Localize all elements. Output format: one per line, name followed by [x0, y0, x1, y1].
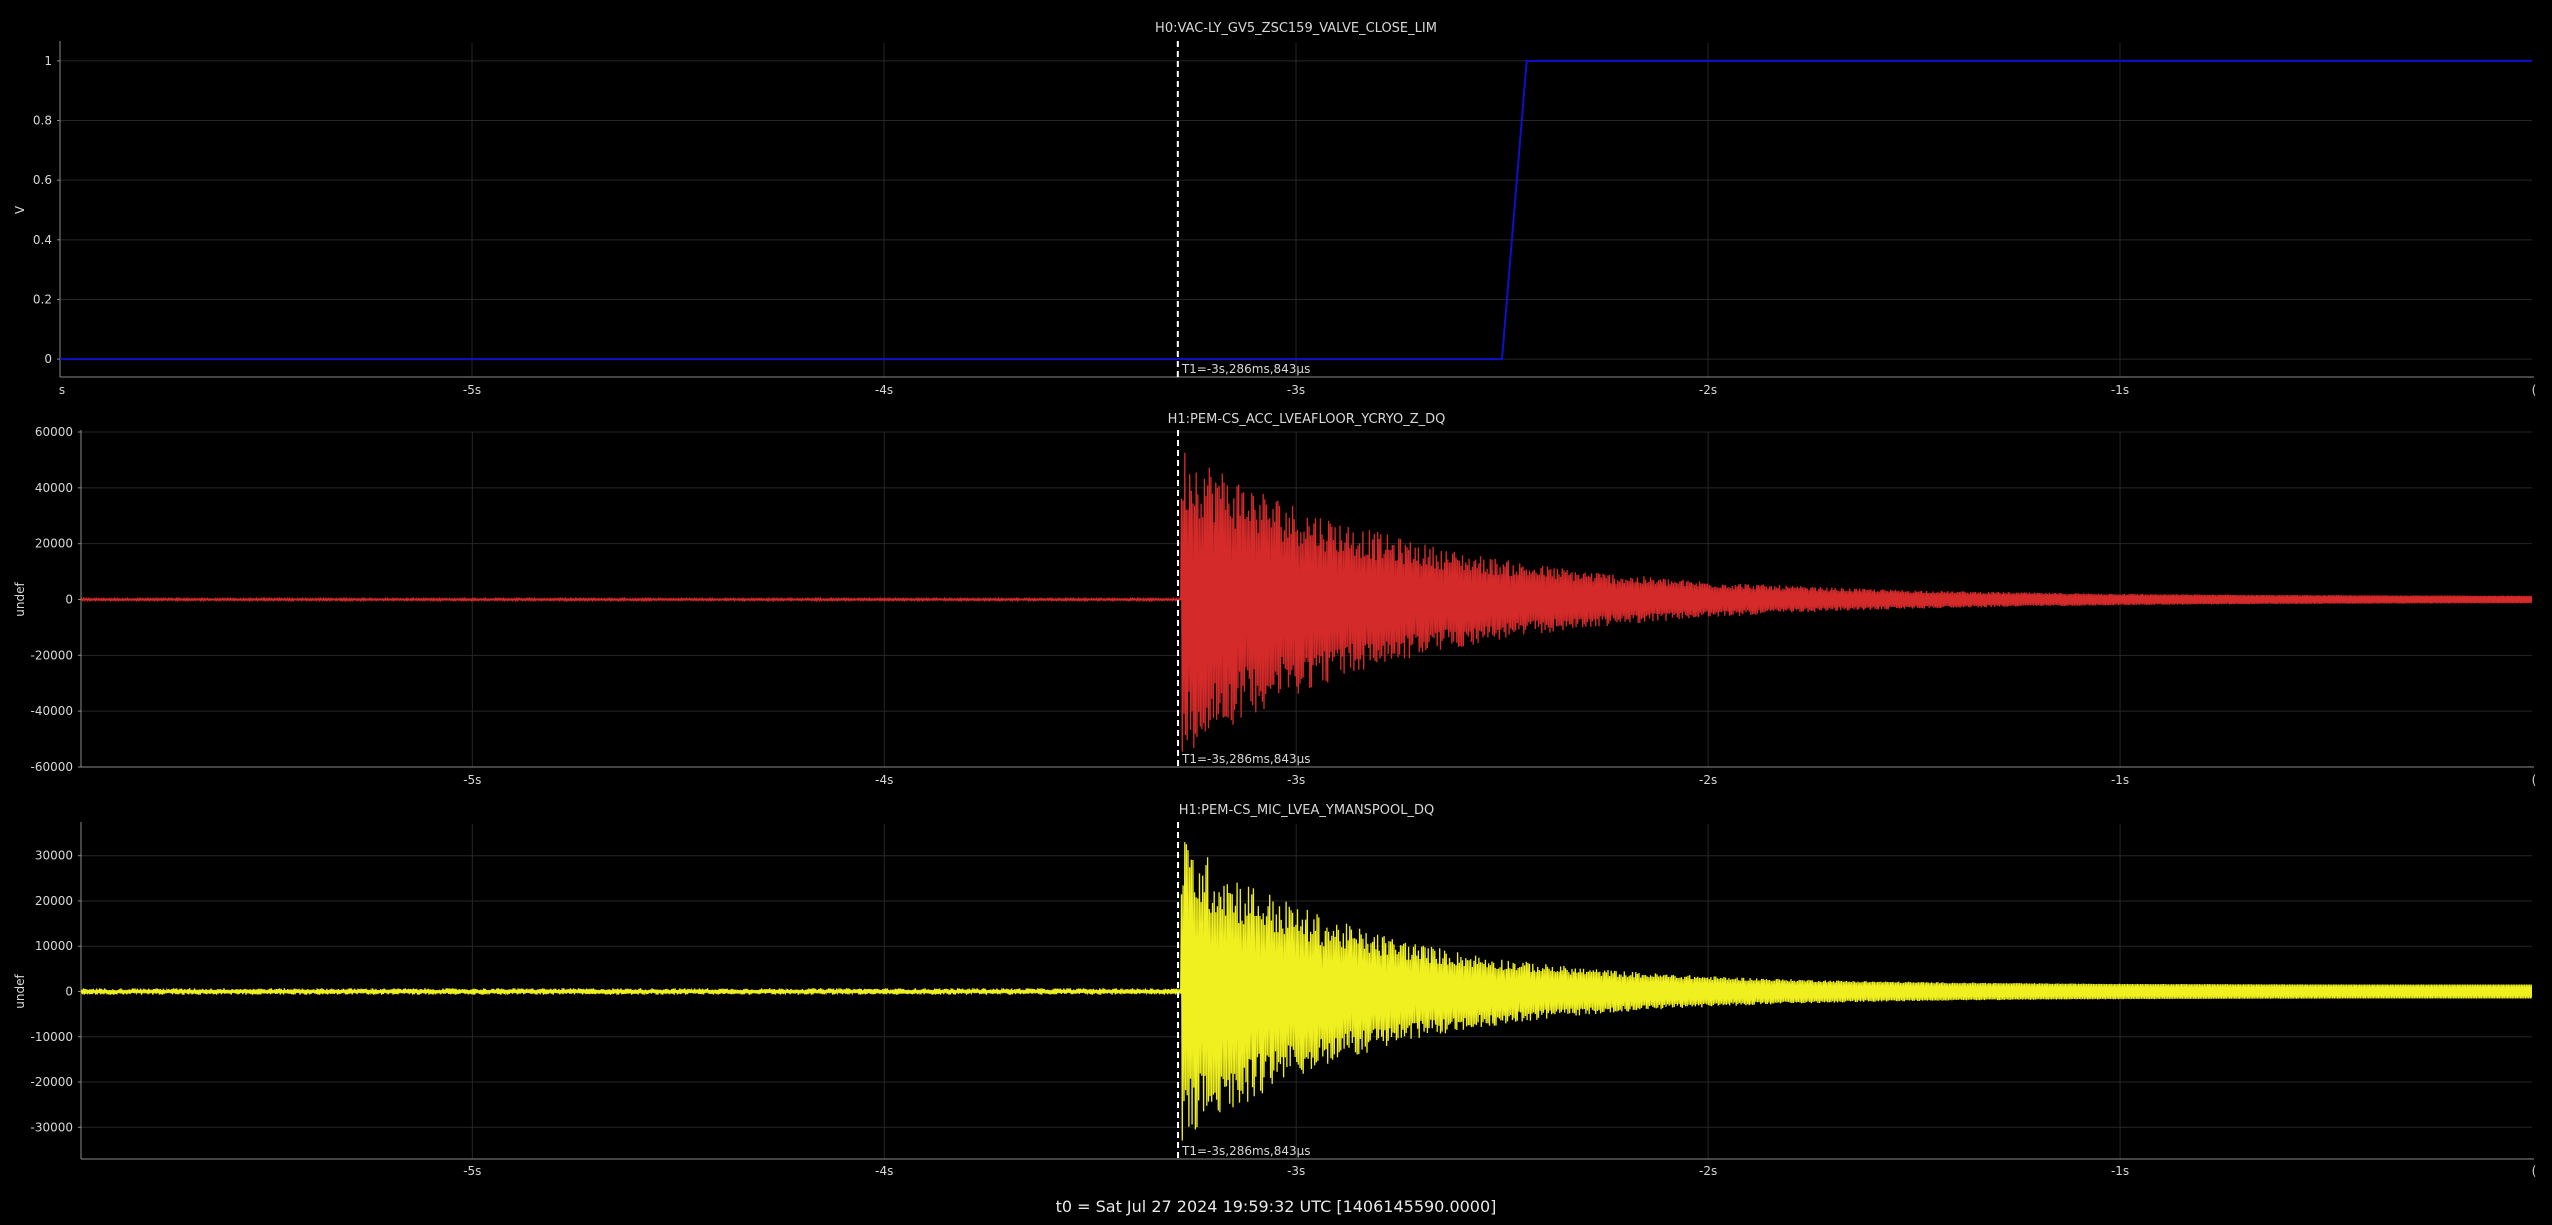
y-tick-label: 1	[44, 54, 52, 68]
panel-title: H1:PEM-CS_ACC_LVEAFLOOR_YCRYO_Z_DQ	[1168, 412, 1446, 427]
y-axis-label: undef	[13, 974, 27, 1009]
panel-title: H1:PEM-CS_MIC_LVEA_YMANSPOOL_DQ	[1179, 803, 1434, 818]
x-edge-label: (	[2532, 383, 2537, 397]
cursor-label: T1=-3s,286ms,843µs	[1181, 752, 1311, 766]
x-tick-label: -1s	[2111, 1164, 2129, 1178]
y-tick-label: 40000	[35, 481, 73, 495]
y-tick-label: 0.6	[33, 173, 52, 187]
y-tick-label: -60000	[30, 760, 73, 774]
series-line	[81, 842, 2532, 1141]
x-tick-label: -3s	[1287, 773, 1305, 787]
y-tick-label: -20000	[30, 648, 73, 662]
series-line	[60, 59, 2532, 361]
y-tick-label: -10000	[30, 1030, 73, 1044]
y-tick-label: 0	[44, 352, 52, 366]
series-line	[81, 452, 2532, 752]
y-tick-label: 20000	[35, 537, 73, 551]
x-tick-label: -4s	[875, 773, 893, 787]
x-tick-label: -5s	[463, 1164, 481, 1178]
x-tick-label: -3s	[1287, 1164, 1305, 1178]
x-tick-label: -2s	[1699, 773, 1717, 787]
y-tick-label: 60000	[35, 425, 73, 439]
y-tick-label: 0	[65, 985, 73, 999]
panel-1: H0:VAC-LY_GV5_ZSC159_VALVE_CLOSE_LIM 0 0.2…	[13, 21, 2536, 397]
panel-3: H1:PEM-CS_MIC_LVEA_YMANSPOOL_DQ -30000 -20…	[13, 803, 2536, 1178]
x-tick-label: -3s	[1287, 383, 1305, 397]
x-tick-label: -2s	[1699, 383, 1717, 397]
t0-footer: t0 = Sat Jul 27 2024 19:59:32 UTC [14061…	[1055, 1197, 1497, 1216]
y-tick-label: 20000	[35, 894, 73, 908]
x-tick-label: -2s	[1699, 1164, 1717, 1178]
y-axis-label: V	[13, 205, 27, 214]
cursor-label: T1=-3s,286ms,843µs	[1181, 1144, 1311, 1158]
x-edge-label: (	[2532, 1164, 2537, 1178]
y-tick-label: -30000	[30, 1120, 73, 1134]
y-tick-label: 0	[65, 593, 73, 607]
x-tick-label: -5s	[463, 773, 481, 787]
x-tick-label: -4s	[875, 383, 893, 397]
x-tick-label: -1s	[2111, 773, 2129, 787]
panel-2: H1:PEM-CS_ACC_LVEAFLOOR_YCRYO_Z_DQ -60000…	[13, 412, 2536, 787]
x-edge-label: (	[2532, 773, 2537, 787]
y-tick-label: 30000	[35, 849, 73, 863]
y-tick-label: 10000	[35, 939, 73, 953]
x-edge-label: s	[59, 383, 65, 397]
panel-title: H0:VAC-LY_GV5_ZSC159_VALVE_CLOSE_LIM	[1155, 21, 1437, 36]
y-tick-label: 0.2	[33, 292, 52, 306]
cursor-label: T1=-3s,286ms,843µs	[1181, 362, 1311, 376]
x-tick-label: -5s	[463, 383, 481, 397]
y-tick-label: 0.4	[33, 233, 52, 247]
y-tick-label: -40000	[30, 704, 73, 718]
y-axis-label: undef	[13, 582, 27, 617]
y-tick-label: -20000	[30, 1075, 73, 1089]
x-tick-label: -4s	[875, 1164, 893, 1178]
y-tick-label: 0.8	[33, 114, 52, 128]
x-tick-label: -1s	[2111, 383, 2129, 397]
